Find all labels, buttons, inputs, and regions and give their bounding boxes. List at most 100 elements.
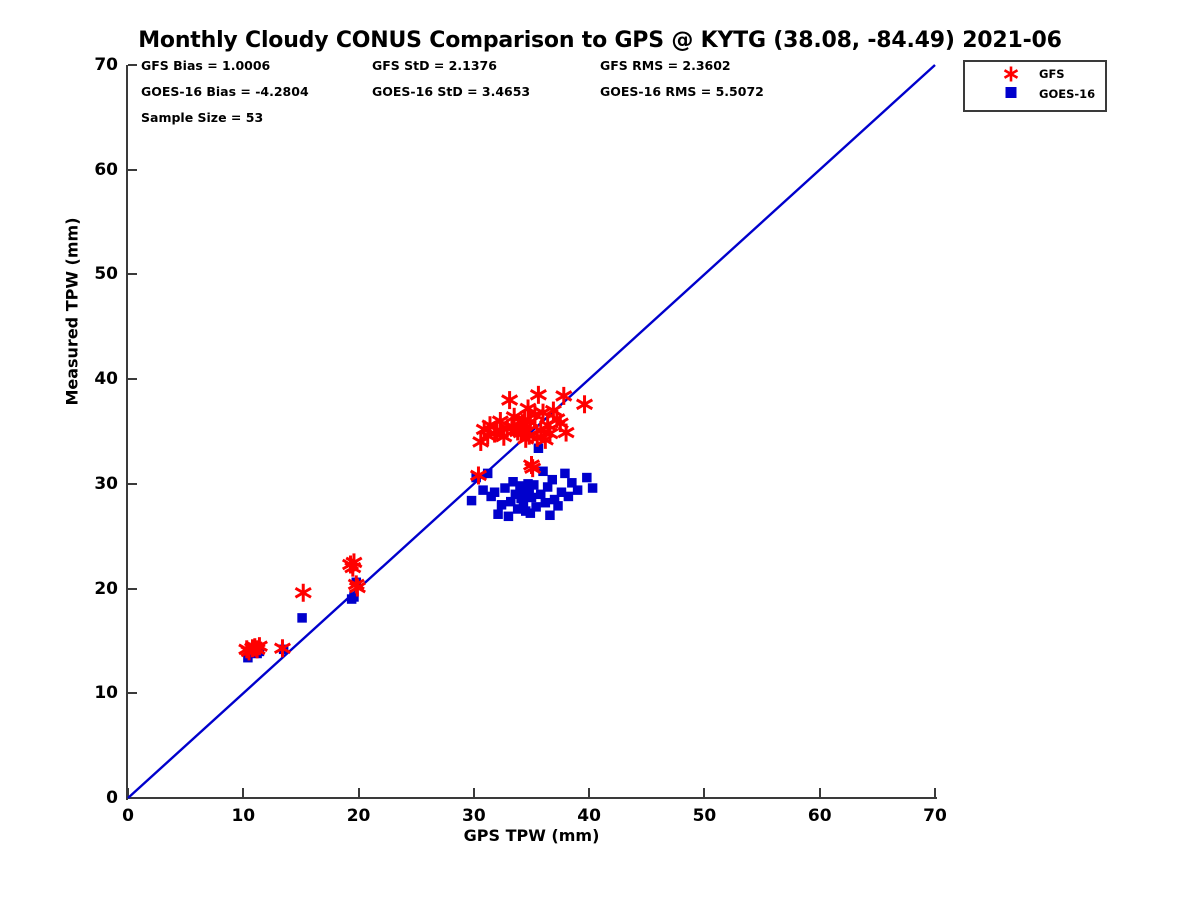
gfs-point (541, 424, 559, 443)
goes16-point (526, 492, 537, 503)
legend-label-gfs: GFS (1039, 67, 1065, 81)
data-canvas (127, 64, 936, 799)
y-tick (128, 64, 137, 66)
legend: GFS GOES-16 (963, 60, 1107, 112)
goes16-point (556, 487, 567, 497)
square-icon (1005, 87, 1017, 98)
goes16-point (297, 613, 307, 623)
gfs-point (250, 637, 268, 656)
y-axis-label: Measured TPW (mm) (62, 217, 82, 406)
goes16-point (542, 482, 553, 492)
gfs-point (348, 578, 366, 597)
gfs-point (575, 395, 594, 414)
y-tick-label: 10 (94, 683, 118, 704)
gfs-point (524, 459, 542, 478)
x-tick (242, 788, 245, 797)
y-tick-label: 20 (94, 578, 118, 599)
stat-goes16-bias: GOES-16 Bias = -4.2804 (141, 84, 309, 99)
stat-sample-size: Sample Size = 53 (141, 110, 264, 125)
x-tick (127, 788, 129, 797)
gfs-point (555, 386, 573, 405)
gfs-point (519, 399, 537, 418)
gfs-point (294, 583, 312, 602)
x-tick-label: 30 (462, 806, 486, 826)
goes16-point (508, 477, 518, 487)
goes16-point (349, 592, 359, 602)
y-tick-label: 50 (94, 264, 118, 285)
gfs-point (529, 385, 547, 404)
y-tick (128, 587, 137, 590)
y-tick (128, 168, 137, 171)
goes16-point (525, 508, 536, 518)
x-tick-label: 40 (577, 806, 601, 826)
goes16-point (466, 495, 477, 506)
goes16-point (572, 485, 583, 495)
goes16-point (517, 481, 528, 491)
gfs-point (557, 423, 575, 442)
y-tick-label: 40 (94, 369, 118, 390)
stat-gfs-rms: GFS RMS = 2.3602 (600, 58, 731, 73)
stat-gfs-std: GFS StD = 2.1376 (372, 58, 497, 73)
stat-goes16-std: GOES-16 StD = 3.4653 (372, 84, 531, 99)
legend-label-goes16: GOES-16 (1039, 87, 1096, 101)
goes16-point (549, 494, 560, 505)
y-tick (128, 273, 137, 276)
goes16-point (500, 483, 510, 493)
gfs-point (345, 553, 363, 572)
stat-gfs-bias: GFS Bias = 1.0006 (141, 58, 271, 73)
goes16-point (518, 499, 529, 509)
goes16-point (493, 509, 503, 519)
goes16-point (533, 443, 544, 454)
goes16-point (553, 501, 563, 511)
goes16-point (563, 491, 574, 502)
stat-goes16-rms: GOES-16 RMS = 5.5072 (600, 84, 764, 99)
goes16-point (523, 479, 533, 489)
goes16-point (540, 497, 551, 508)
goes16-point-group (243, 443, 598, 663)
gfs-point (501, 391, 519, 410)
x-tick (472, 788, 475, 797)
goes16-point (547, 474, 558, 485)
x-tick (357, 788, 360, 797)
goes16-point (482, 468, 493, 479)
goes16-point (529, 480, 539, 490)
goes16-point (560, 468, 570, 479)
gfs-point (534, 403, 552, 422)
y-tick (128, 378, 137, 381)
legend-entry-gfs: GFS (965, 64, 1105, 84)
x-tick-label: 60 (807, 806, 832, 826)
goes16-point (535, 489, 546, 500)
goes16-point (505, 496, 516, 507)
x-tick (934, 788, 936, 797)
gfs-point-group (238, 385, 594, 661)
goes16-point (489, 487, 500, 497)
goes16-point (496, 500, 507, 510)
gfs-point (472, 432, 490, 451)
x-tick-label: 20 (346, 806, 371, 826)
x-tick-label: 70 (923, 806, 947, 826)
plot-area (127, 64, 936, 799)
y-tick-label: 70 (94, 55, 118, 75)
legend-entry-goes16: GOES-16 (965, 84, 1105, 104)
goes16-point (538, 466, 548, 477)
y-tick-label: 60 (94, 159, 118, 180)
goes16-point (531, 502, 541, 512)
gfs-point (273, 639, 292, 658)
goes16-point (516, 493, 526, 504)
goes16-point (545, 510, 555, 521)
x-tick-label: 50 (692, 806, 717, 826)
goes16-point (567, 478, 577, 488)
asterisk-icon (1003, 66, 1019, 82)
y-tick (128, 692, 137, 695)
y-tick (128, 797, 137, 799)
goes16-point (512, 504, 523, 514)
y-tick-label: 0 (106, 788, 118, 808)
one-to-one-reference-line (127, 64, 936, 799)
y-tick (128, 482, 137, 485)
x-tick (703, 788, 706, 797)
gfs-point (469, 466, 488, 485)
goes16-point (587, 483, 598, 493)
x-tick (818, 788, 821, 797)
page-title: Monthly Cloudy CONUS Comparison to GPS @… (138, 28, 1062, 53)
